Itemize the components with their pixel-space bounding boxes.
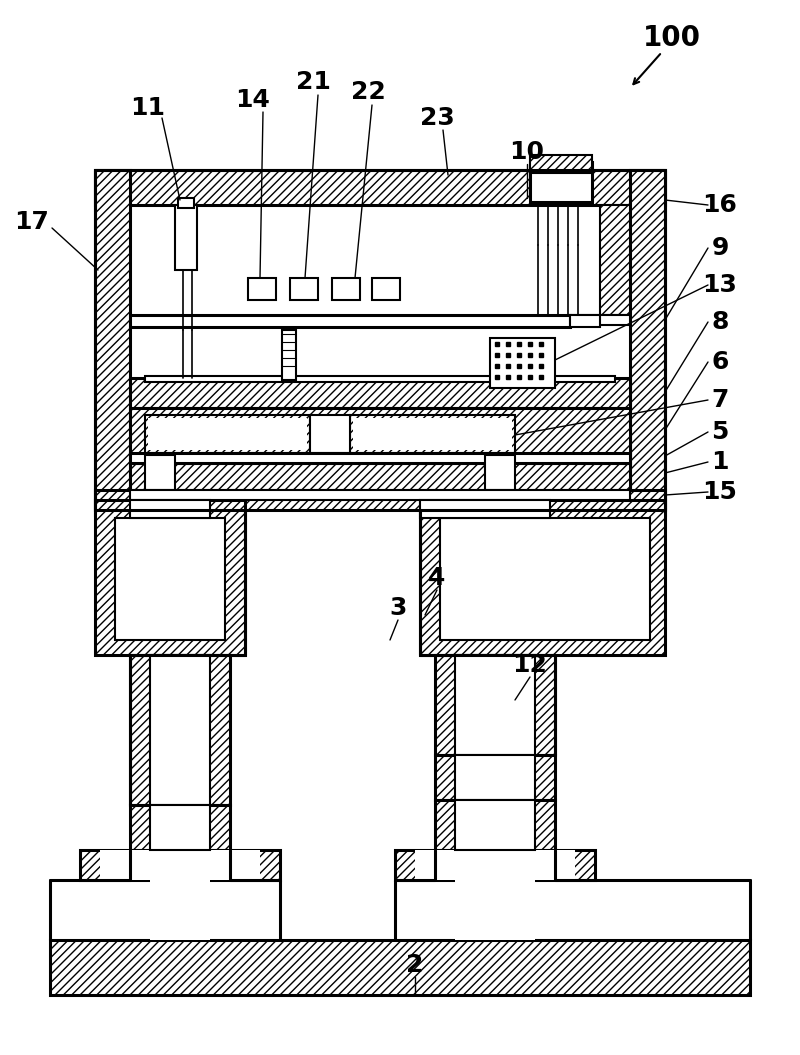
Bar — [415, 850, 575, 880]
Bar — [350, 415, 515, 453]
Bar — [600, 205, 630, 315]
Bar — [130, 500, 210, 518]
Bar — [435, 800, 555, 850]
Bar — [130, 315, 570, 327]
Bar — [115, 518, 225, 640]
Bar — [248, 279, 276, 300]
Text: 2: 2 — [406, 953, 424, 977]
Bar — [130, 205, 630, 490]
Bar — [420, 500, 665, 655]
Bar — [485, 455, 515, 490]
Bar — [150, 805, 210, 850]
Bar — [130, 453, 630, 463]
Text: 8: 8 — [711, 310, 729, 334]
Bar — [290, 279, 318, 300]
Bar — [130, 655, 230, 805]
Bar — [630, 170, 665, 515]
Text: 1: 1 — [711, 450, 729, 474]
Text: 23: 23 — [420, 106, 454, 130]
Bar — [420, 500, 550, 518]
Bar — [310, 415, 350, 453]
Bar — [353, 418, 512, 450]
Text: 7: 7 — [711, 388, 729, 413]
Text: 14: 14 — [235, 88, 270, 112]
Bar — [95, 500, 245, 655]
Text: 21: 21 — [295, 70, 330, 94]
Bar — [130, 463, 630, 490]
Text: 17: 17 — [14, 210, 50, 234]
Text: 11: 11 — [130, 96, 166, 120]
Bar — [570, 315, 630, 325]
Bar — [490, 338, 555, 388]
Text: 4: 4 — [428, 565, 446, 590]
Bar — [455, 880, 535, 940]
Bar — [435, 755, 555, 800]
Bar — [100, 850, 260, 880]
Bar — [130, 490, 630, 500]
Bar — [130, 408, 630, 458]
Bar — [95, 490, 665, 510]
Text: 22: 22 — [350, 80, 386, 104]
Bar — [282, 330, 296, 380]
Bar — [145, 376, 615, 382]
Bar — [455, 655, 535, 755]
Bar — [530, 155, 592, 173]
Bar — [130, 805, 230, 850]
Text: 6: 6 — [711, 350, 729, 375]
Bar — [130, 378, 630, 408]
Bar — [148, 418, 307, 450]
Text: 3: 3 — [390, 596, 406, 620]
Bar — [150, 880, 210, 940]
Text: 13: 13 — [702, 273, 738, 298]
Bar — [145, 415, 310, 453]
Text: 16: 16 — [702, 193, 738, 217]
Bar — [50, 940, 750, 995]
Text: 5: 5 — [711, 420, 729, 444]
Text: 15: 15 — [702, 480, 738, 504]
Bar — [175, 205, 197, 270]
Bar — [435, 655, 555, 755]
Bar — [80, 850, 280, 880]
Bar — [455, 755, 535, 800]
Bar — [440, 518, 650, 640]
Bar — [332, 279, 360, 300]
Text: 12: 12 — [513, 653, 547, 677]
Bar — [372, 279, 400, 300]
Text: 100: 100 — [643, 24, 701, 52]
Bar — [455, 800, 535, 850]
Bar — [150, 655, 210, 805]
Bar — [395, 850, 595, 880]
Bar — [95, 170, 665, 205]
Text: 10: 10 — [510, 140, 545, 164]
Bar — [145, 455, 175, 490]
Bar — [95, 170, 130, 515]
Bar — [530, 162, 592, 202]
Bar — [178, 198, 194, 208]
Bar — [570, 315, 600, 327]
Text: 9: 9 — [711, 236, 729, 260]
